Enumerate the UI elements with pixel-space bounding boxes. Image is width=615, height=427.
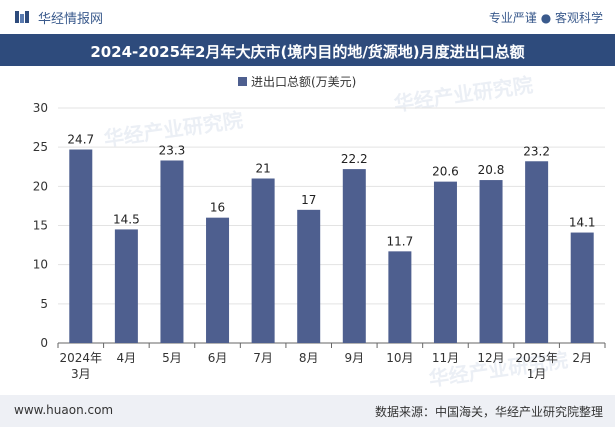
data-label: 20.6	[432, 165, 459, 179]
bar	[570, 232, 594, 343]
data-label: 22.2	[341, 152, 368, 166]
bar	[479, 180, 503, 343]
bar	[251, 178, 275, 343]
bar	[433, 181, 457, 343]
chart-title: 2024-2025年2月年大庆市(境内目的地/货源地)月度进出口总额	[90, 43, 525, 61]
bar-chart: 华经产业研究院 华经产业研究院 华经产业研究院 进出口总额(万美元) 05101…	[33, 73, 606, 391]
bar	[69, 149, 93, 343]
data-label: 14.1	[569, 216, 596, 230]
y-tick-label: 15	[33, 219, 48, 233]
y-tick-label: 0	[40, 336, 48, 350]
y-tick-label: 25	[33, 140, 48, 154]
x-tick-label: 10月	[386, 351, 413, 365]
title-bar: 2024-2025年2月年大庆市(境内目的地/货源地)月度进出口总额	[0, 34, 615, 66]
data-label: 21	[255, 162, 270, 176]
bar	[206, 217, 230, 343]
x-tick-label: 2024年 3月	[60, 351, 103, 381]
y-tick-label: 5	[40, 297, 48, 311]
data-label: 23.2	[523, 144, 550, 158]
data-label: 23.3	[159, 143, 186, 157]
y-tick-label: 30	[33, 101, 48, 115]
x-tick-label: 6月	[208, 351, 228, 365]
bar	[525, 161, 549, 343]
data-label: 16	[210, 201, 225, 215]
x-tick-label: 12月	[477, 351, 504, 365]
x-tick-label: 2月	[572, 351, 592, 365]
legend-label: 进出口总额(万美元)	[251, 75, 356, 89]
x-tick-label: 8月	[299, 351, 319, 365]
legend-swatch	[238, 77, 247, 86]
x-tick-label: 4月	[117, 351, 137, 365]
x-tick-label: 5月	[162, 351, 182, 365]
huajing-logo-icon	[15, 11, 29, 23]
x-tick-label: 9月	[344, 351, 364, 365]
legend: 进出口总额(万美元)	[238, 75, 356, 89]
data-label: 14.5	[113, 212, 140, 226]
data-label: 11.7	[387, 234, 414, 248]
bar	[388, 251, 412, 343]
y-tick-label: 10	[33, 258, 48, 272]
data-label: 20.8	[478, 163, 505, 177]
bar	[160, 160, 184, 343]
x-tick-label: 11月	[432, 351, 459, 365]
website-url: www.huaon.com	[14, 403, 114, 417]
data-label: 17	[301, 193, 316, 207]
data-source: 数据来源：中国海关，华经产业研究院整理	[374, 405, 603, 419]
bar	[297, 209, 321, 343]
top-bar: 华经情报网 专业严谨 ● 客观科学	[0, 0, 615, 34]
bar	[114, 229, 138, 343]
footer: www.huaon.com 数据来源：中国海关，华经产业研究院整理	[0, 395, 615, 427]
data-label: 24.7	[67, 133, 94, 147]
bar	[342, 169, 366, 343]
slogan: 专业严谨 ● 客观科学	[488, 11, 603, 25]
watermark-text: 华经产业研究院	[392, 73, 534, 116]
x-tick-label: 7月	[253, 351, 273, 365]
y-tick-label: 20	[33, 179, 48, 193]
brand-name: 华经情报网	[38, 12, 104, 27]
x-tick-label: 2025年 1月	[515, 351, 558, 381]
